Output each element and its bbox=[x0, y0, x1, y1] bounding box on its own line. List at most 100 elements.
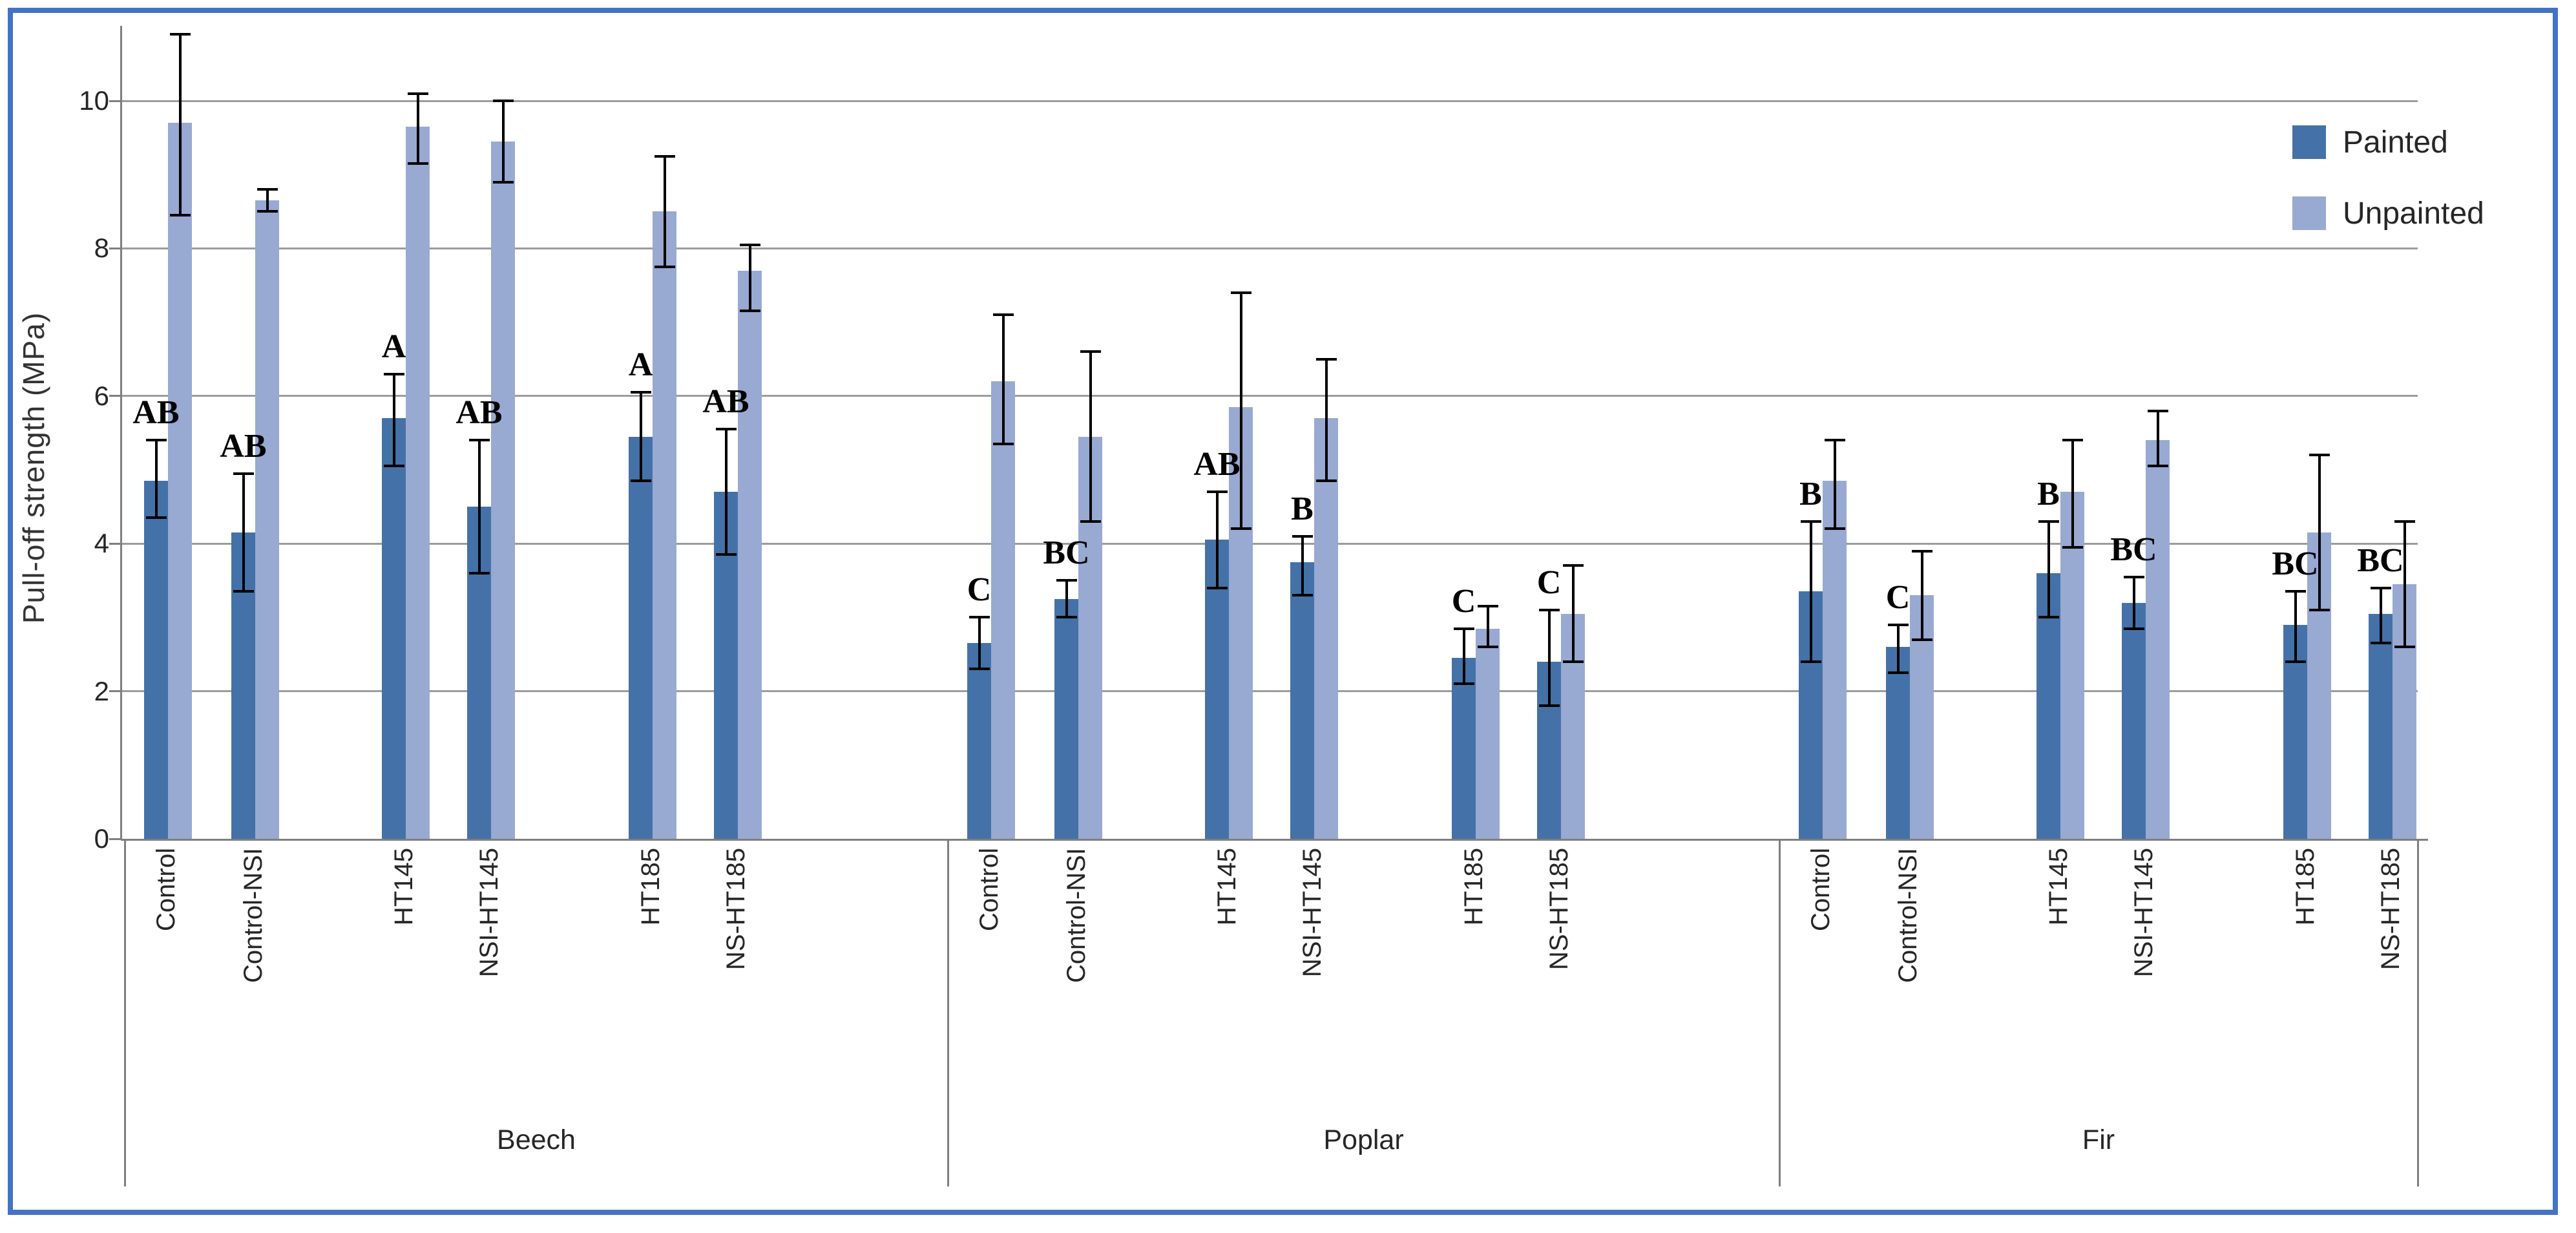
error-bar-cap-bottom bbox=[654, 265, 675, 268]
error-bar-cap-bottom bbox=[1230, 527, 1251, 531]
category-label: NSI-HT145 bbox=[475, 848, 503, 978]
error-bar-line bbox=[639, 392, 642, 481]
y-tick-label: 8 bbox=[94, 233, 109, 264]
error-bar-cap-bottom bbox=[145, 516, 167, 520]
y-tick-label: 0 bbox=[94, 823, 109, 854]
error-bar-cap-top bbox=[654, 154, 675, 158]
gridline bbox=[121, 542, 2418, 545]
error-bar-line bbox=[1833, 440, 1836, 529]
bar-painted bbox=[629, 436, 653, 839]
error-bar-line bbox=[2071, 440, 2074, 547]
category-label: HT185 bbox=[636, 848, 665, 926]
error-bar-line bbox=[2403, 521, 2406, 648]
category-label: HT145 bbox=[390, 848, 418, 926]
error-bar-cap-bottom bbox=[2394, 646, 2415, 649]
group-label: Poplar bbox=[1323, 1124, 1404, 1155]
error-bar-cap-top bbox=[1056, 579, 1077, 582]
error-bar-cap-top bbox=[1538, 608, 1560, 611]
error-bar-cap-top bbox=[383, 372, 404, 375]
error-bar-cap-top bbox=[1562, 564, 1584, 567]
category-label: NS-HT185 bbox=[1545, 848, 1573, 970]
error-bar-cap-top bbox=[2370, 586, 2391, 589]
legend-label-unpainted: Unpainted bbox=[2343, 196, 2484, 231]
error-bar-cap-top bbox=[1453, 627, 1474, 630]
bar-painted bbox=[2369, 613, 2393, 839]
error-bar-line bbox=[1896, 624, 1900, 673]
error-bar-line bbox=[1215, 492, 1219, 588]
significance-letter: B bbox=[1799, 475, 1822, 512]
error-bar-cap-bottom bbox=[1887, 671, 1909, 675]
error-bar-cap-top bbox=[468, 439, 490, 442]
error-bar-line bbox=[242, 473, 245, 592]
y-axis-tick bbox=[109, 395, 121, 397]
error-bar-cap-top bbox=[1911, 549, 1932, 553]
category-label: NSI-HT145 bbox=[1298, 848, 1326, 978]
error-bar-line bbox=[1239, 292, 1242, 529]
error-bar-cap-top bbox=[1206, 490, 1228, 494]
error-bar-cap-bottom bbox=[739, 310, 760, 313]
error-bar-cap-bottom bbox=[1911, 638, 1932, 641]
bar-painted bbox=[2122, 602, 2146, 839]
significance-letter: BC bbox=[1043, 534, 1090, 572]
error-bar-line bbox=[1462, 628, 1465, 684]
error-bar-cap-bottom bbox=[233, 590, 254, 593]
error-bar-cap-bottom bbox=[2062, 545, 2083, 549]
bar-unpainted bbox=[991, 381, 1015, 839]
category-label: HT145 bbox=[2044, 848, 2073, 926]
error-bar-cap-bottom bbox=[2123, 627, 2144, 630]
error-bar-cap-top bbox=[2038, 520, 2059, 523]
error-bar-cap-top bbox=[1800, 520, 1821, 523]
legend-item-painted: Painted bbox=[2292, 124, 2484, 160]
error-bar-line bbox=[178, 34, 182, 215]
y-axis-tick bbox=[109, 247, 121, 249]
category-label: NS-HT185 bbox=[2376, 848, 2405, 970]
error-bar-cap-bottom bbox=[1056, 616, 1077, 619]
error-bar-cap-bottom bbox=[1080, 520, 1101, 523]
error-bar-cap-top bbox=[257, 188, 278, 191]
x-axis-line bbox=[121, 839, 2428, 841]
category-label: Control-NSI bbox=[1894, 848, 1922, 983]
category-label: NS-HT185 bbox=[722, 848, 750, 970]
error-bar-cap-bottom bbox=[969, 668, 990, 671]
error-bar-cap-top bbox=[1887, 623, 1909, 626]
error-bar-cap-bottom bbox=[715, 553, 737, 556]
error-bar-cap-bottom bbox=[407, 162, 428, 165]
error-bar-line bbox=[978, 617, 981, 669]
error-bar-cap-top bbox=[233, 472, 254, 475]
error-bar-cap-top bbox=[2062, 439, 2083, 442]
error-bar-cap-bottom bbox=[2038, 616, 2059, 619]
error-bar-cap-bottom bbox=[468, 571, 490, 574]
bar-painted bbox=[144, 481, 168, 839]
group-separator bbox=[2416, 839, 2419, 1186]
significance-letter: AB bbox=[220, 427, 267, 465]
bar-unpainted bbox=[2146, 440, 2170, 839]
error-bar-cap-bottom bbox=[1538, 704, 1560, 708]
y-axis-tick bbox=[109, 838, 121, 840]
gridline bbox=[121, 100, 2418, 102]
error-bar-cap-top bbox=[1080, 350, 1101, 353]
significance-letter: A bbox=[628, 346, 653, 384]
error-bar-cap-top bbox=[492, 100, 514, 102]
error-bar-cap-bottom bbox=[169, 214, 191, 216]
error-bar-cap-top bbox=[1824, 439, 1845, 442]
bar-painted bbox=[1452, 658, 1476, 839]
error-bar-cap-top bbox=[169, 33, 191, 36]
error-bar-line bbox=[392, 374, 395, 467]
error-bar-cap-bottom bbox=[2370, 642, 2391, 645]
error-bar-line bbox=[663, 156, 666, 267]
error-bar-line bbox=[501, 101, 505, 182]
category-label: Control bbox=[152, 848, 180, 931]
gridline bbox=[121, 247, 2418, 249]
error-bar-line bbox=[748, 244, 751, 311]
error-bar-line bbox=[266, 189, 269, 212]
y-axis-tick bbox=[109, 690, 121, 693]
painted-series-swatch-icon bbox=[2292, 125, 2326, 159]
legend-label-painted: Painted bbox=[2343, 125, 2448, 160]
group-label: Beech bbox=[497, 1124, 576, 1155]
error-bar-cap-bottom bbox=[992, 443, 1014, 446]
significance-letter: AB bbox=[702, 383, 749, 421]
bar-painted bbox=[1205, 540, 1229, 839]
bar-unpainted bbox=[653, 211, 676, 839]
error-bar-cap-bottom bbox=[630, 480, 651, 483]
